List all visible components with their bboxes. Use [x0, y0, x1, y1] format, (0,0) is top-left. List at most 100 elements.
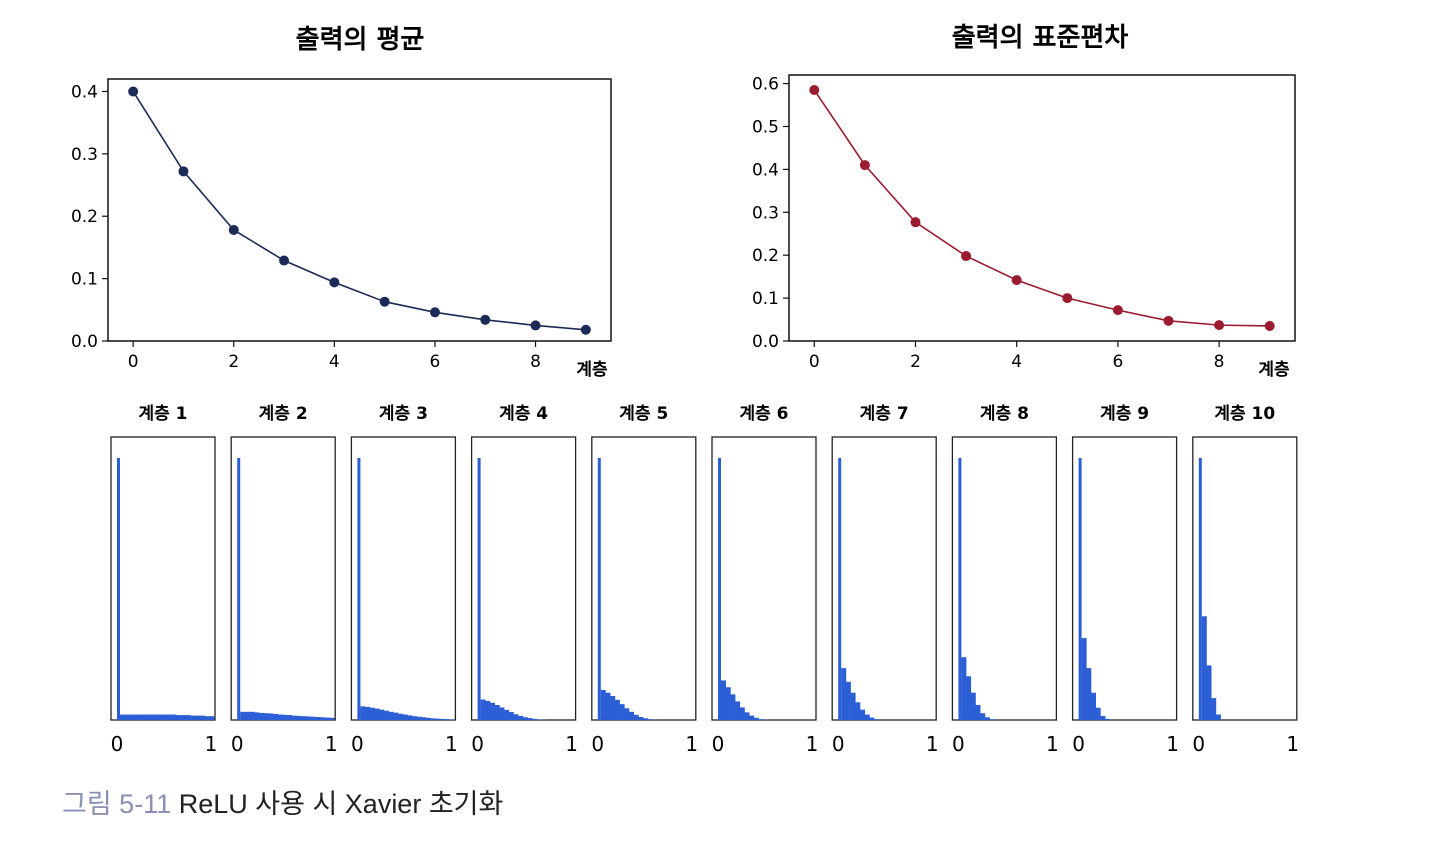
histogram-frame	[591, 436, 697, 721]
histogram-bar	[259, 712, 264, 720]
histogram-bar	[209, 716, 215, 720]
histogram-panel: 계층 3 0 1	[350, 404, 458, 756]
histogram-bar	[638, 716, 644, 720]
histogram-bar	[240, 711, 246, 720]
histogram-bar	[407, 715, 413, 720]
histogram-title: 계층 2	[259, 404, 308, 424]
histogram-bar	[195, 715, 201, 720]
histogram-bar	[753, 717, 759, 720]
histogram-panel: 계층 10 0 1	[1192, 404, 1299, 756]
histogram-bar	[1081, 638, 1087, 720]
std-chart-title: 출력의 표준편차	[952, 23, 1129, 53]
histogram-spike-bar	[357, 457, 361, 720]
histogram-bar	[445, 719, 450, 720]
histogram-xtick-label: 0	[712, 732, 725, 756]
histogram-bar	[619, 704, 625, 720]
caption-title: ReLU 사용 시 Xavier 초기화	[178, 789, 504, 819]
histogram-bar	[124, 714, 130, 720]
histogram-xtick-label: 1	[806, 732, 819, 756]
histogram-bar	[120, 714, 125, 720]
histogram-bar	[864, 714, 870, 720]
histogram-frame	[230, 436, 336, 721]
histogram-bar	[643, 718, 649, 720]
histogram-bar	[508, 712, 514, 720]
histogram-title: 계층 8	[980, 404, 1029, 424]
histogram-bar	[1215, 714, 1221, 720]
std-xtick-label: 2	[910, 352, 921, 372]
histogram-spike-bar	[838, 457, 842, 720]
histogram-panels: 계층 10 1계층 20 1계층 30 1계층 40 1계층 50 1계층 60 1계층 7…	[110, 404, 1299, 756]
histogram-xtick-label: 0	[1192, 732, 1205, 756]
std-line-chart: 출력의 표준편차 계층 0.0 0.1 0.2 0.3 0.4 0.5 0.6 0 2 4 6 8	[752, 23, 1296, 380]
histogram-bar	[966, 676, 972, 720]
histogram-bar	[315, 716, 321, 720]
histogram-bar	[735, 701, 741, 720]
histogram-frame	[1192, 436, 1298, 721]
histogram-panel: 계층 4 0 1	[470, 404, 578, 756]
histogram-frame	[470, 436, 577, 721]
mean-ytick-label: 0.0	[71, 332, 98, 352]
mean-ytick-label: 0.4	[71, 82, 98, 102]
std-xtick-label: 6	[1112, 352, 1123, 372]
histogram-panel: 계층 2 0 1	[230, 404, 338, 756]
histogram-bar	[537, 719, 542, 720]
histogram-bar	[360, 706, 366, 720]
histogram-bar	[984, 717, 990, 720]
histogram-spike-bar	[597, 457, 601, 720]
std-chart-xlabel: 계층	[1258, 360, 1290, 380]
mean-data-point	[379, 296, 390, 307]
histogram-bar	[869, 717, 875, 720]
histogram-xtick-label: 0	[231, 732, 244, 756]
std-data-point	[859, 160, 870, 171]
histogram-bar	[490, 702, 495, 720]
histogram-bar	[148, 714, 154, 720]
histogram-bar	[1211, 698, 1217, 720]
histogram-bar	[605, 692, 611, 720]
histogram-panel: 계층 8 0 1	[951, 404, 1059, 756]
histogram-bar	[1091, 692, 1096, 720]
std-ytick-label: 0.2	[752, 246, 779, 266]
histogram-bar	[310, 716, 316, 720]
histogram-bar	[412, 716, 418, 720]
std-ytick-label: 0.4	[752, 160, 779, 180]
std-data-point	[1214, 320, 1225, 331]
histogram-spike-bar	[1078, 457, 1082, 720]
histogram-panel: 계층 1 0 1	[110, 404, 218, 756]
histogram-bar	[369, 707, 375, 720]
histogram-bar	[324, 717, 330, 720]
histogram-bar	[268, 713, 274, 720]
histogram-xtick-label: 1	[445, 732, 458, 756]
histogram-spike-bar	[117, 457, 120, 720]
histogram-bar	[301, 716, 307, 720]
histogram-panel: 계층 7 0 1	[831, 404, 939, 756]
histogram-bar	[402, 714, 408, 720]
histogram-bar	[244, 711, 250, 720]
histogram-title: 계층 4	[499, 404, 548, 424]
histogram-bar	[185, 715, 191, 720]
histogram-bar	[532, 718, 538, 720]
histogram-title: 계층 1	[138, 404, 187, 424]
histogram-bar	[129, 714, 135, 720]
histogram-xtick-label: 1	[325, 732, 338, 756]
histogram-xtick-label: 1	[205, 732, 218, 756]
histogram-title: 계층 5	[619, 404, 668, 424]
histogram-bar	[416, 716, 422, 720]
std-data-point	[910, 217, 921, 228]
histogram-bar	[1100, 715, 1106, 720]
std-data-point	[1112, 305, 1123, 316]
histogram-xtick-label: 1	[565, 732, 578, 756]
histogram-bar	[287, 715, 293, 720]
histogram-bar	[725, 687, 731, 720]
histogram-bar	[845, 681, 851, 720]
histogram-bar	[721, 680, 726, 720]
histogram-frame	[1071, 436, 1178, 721]
histogram-bar	[980, 713, 986, 720]
histogram-bar	[527, 718, 533, 720]
histogram-spike-bar	[477, 457, 481, 720]
std-data-point	[809, 85, 820, 96]
mean-ytick-label: 0.2	[71, 207, 98, 227]
histogram-bar	[600, 689, 606, 720]
histogram-bar	[277, 714, 283, 720]
histogram-panel: 계층 9 0 1	[1071, 404, 1179, 756]
histogram-bar	[739, 707, 745, 720]
